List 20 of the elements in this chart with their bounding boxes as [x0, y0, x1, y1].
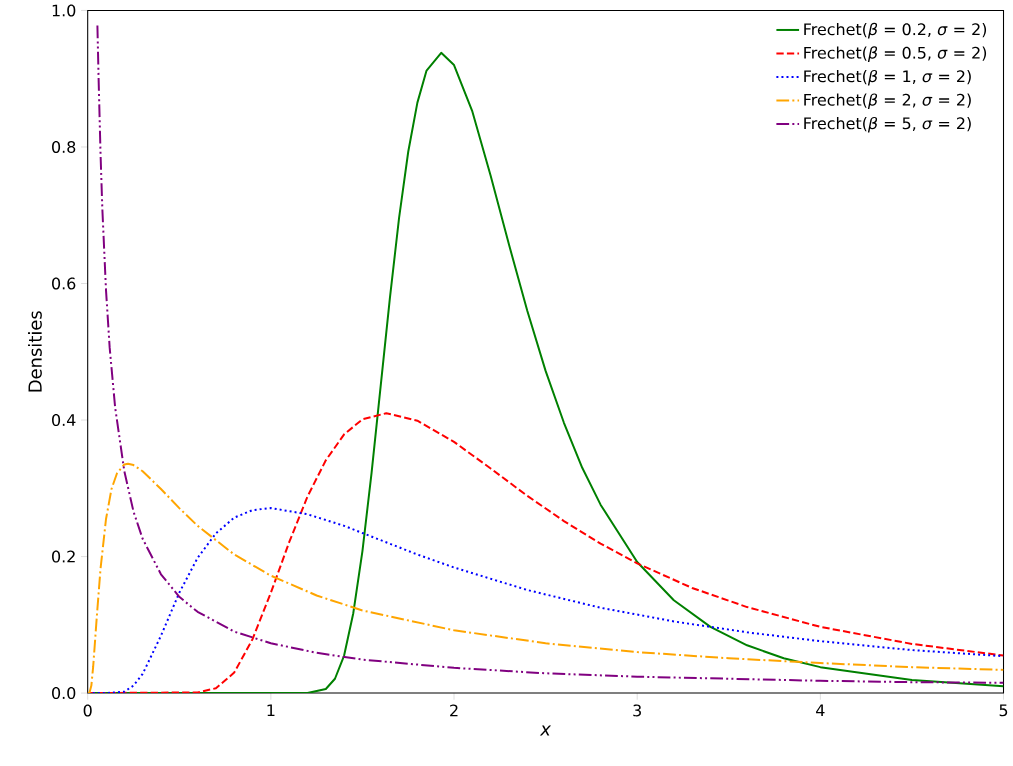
y-tick-label: 1.0: [52, 4, 76, 17]
legend-label: Frechet(β = 0.5, σ = 2): [804, 46, 987, 62]
x-tick-label: 3: [633, 704, 641, 717]
y-axis-title: Densities: [27, 311, 42, 392]
legend-label: Frechet(β = 2, σ = 2): [804, 93, 971, 109]
y-tick-label: 0.6: [52, 277, 76, 290]
x-axis-title: x: [539, 725, 552, 736]
x-tick-label: 2: [450, 704, 458, 717]
x-tick-label: 1: [267, 704, 275, 717]
x-tick-label: 0: [83, 704, 92, 717]
line-series: [87, 462, 1004, 694]
y-tick-label: 0.4: [52, 414, 76, 427]
legend-label: Frechet(β = 0.2, σ = 2): [804, 22, 987, 39]
legend-label: Frechet(β = 5, σ = 2): [804, 116, 971, 133]
y-tick-label: 0.2: [52, 550, 75, 563]
x-tick-label: 4: [816, 704, 825, 717]
y-tick-label: 0.8: [52, 141, 76, 154]
x-tick-label: 5: [999, 704, 1008, 717]
legend-label: Frechet(β = 1, σ = 2): [804, 69, 971, 86]
y-tick-label: 0.0: [52, 687, 76, 700]
